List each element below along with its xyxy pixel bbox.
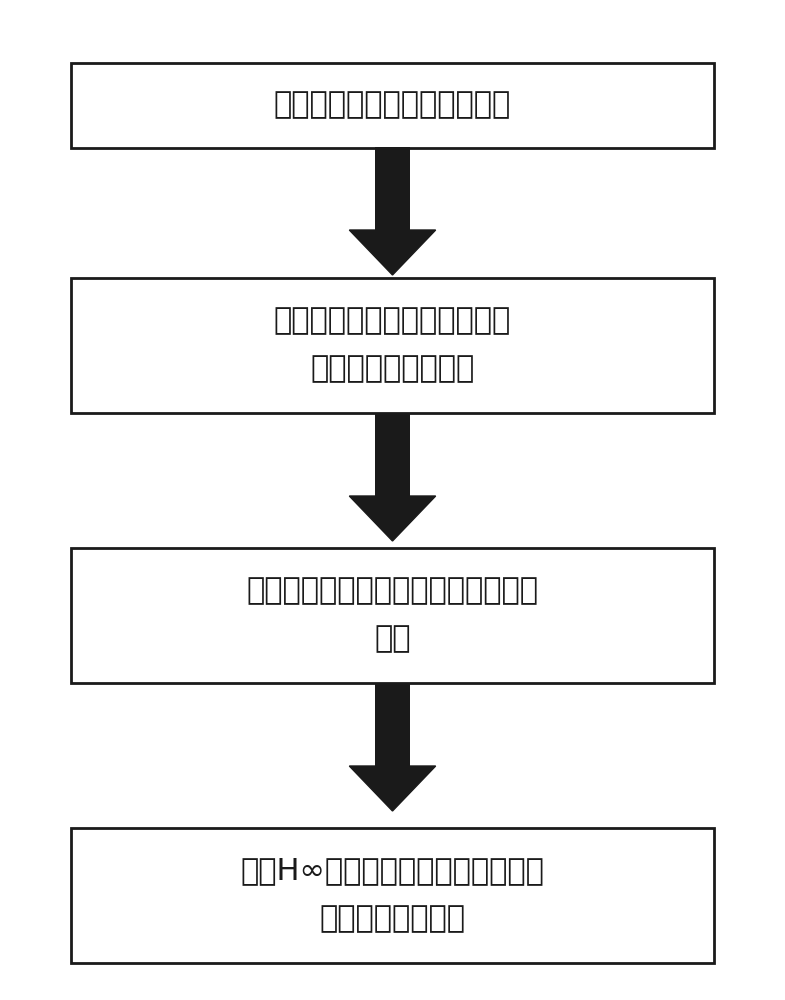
Polygon shape [349, 496, 436, 541]
Text: 采用去耦变换建立核反应模型: 采用去耦变换建立核反应模型 [274, 306, 511, 336]
Text: 建立铑与热中子的核反应模型: 建立铑与热中子的核反应模型 [274, 91, 511, 119]
Text: 对应的离散状态方程: 对应的离散状态方程 [310, 355, 475, 383]
Polygon shape [349, 230, 436, 275]
Text: 确定铑自给能探测器电流的瞬时响应: 确定铑自给能探测器电流的瞬时响应 [246, 576, 539, 605]
Bar [71, 548, 714, 682]
Polygon shape [349, 766, 436, 811]
Bar [375, 413, 410, 496]
Bar [375, 683, 410, 766]
Bar [71, 828, 714, 962]
Bar [71, 62, 714, 147]
Bar [375, 147, 410, 230]
Text: 份额: 份额 [374, 624, 411, 654]
Text: 流信号作延迟消除: 流信号作延迟消除 [319, 904, 466, 934]
Text: 利用H∞滤波器对铑自给能探测器电: 利用H∞滤波器对铑自给能探测器电 [240, 856, 545, 886]
Bar [71, 277, 714, 412]
